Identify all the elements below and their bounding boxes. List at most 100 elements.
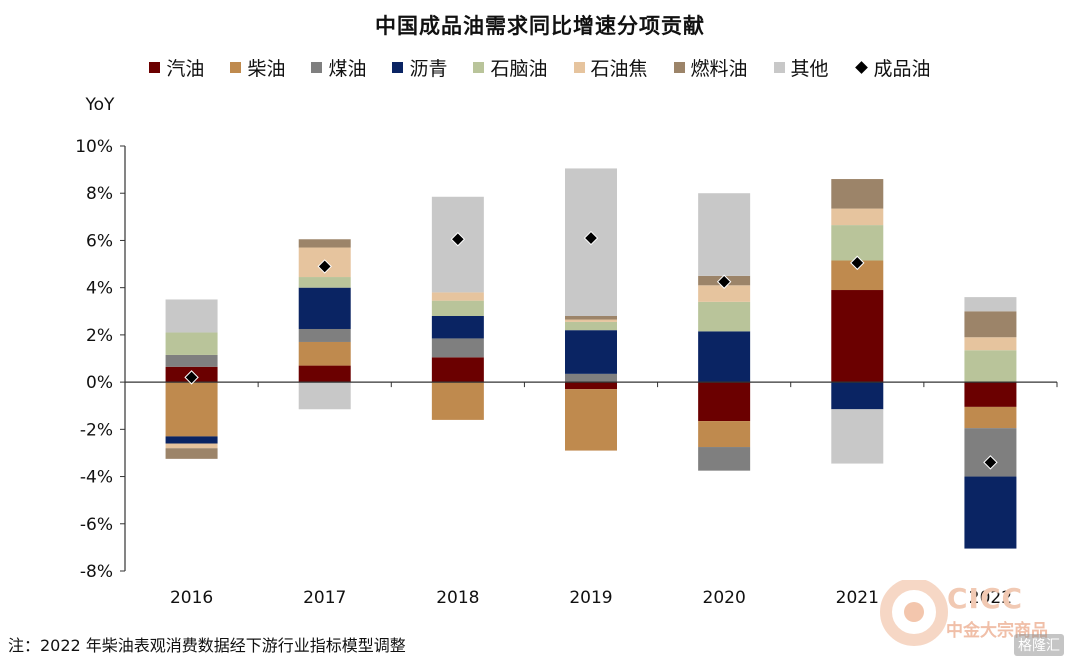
bar-柴油-2018	[431, 382, 484, 420]
legend-swatch	[473, 62, 485, 73]
bar-煤油-2018	[431, 338, 484, 358]
x-tick-label: 2020	[703, 588, 746, 608]
bar-沥青-2022	[964, 476, 1017, 549]
x-tick-label: 2022	[969, 588, 1012, 608]
legend-swatch	[673, 62, 685, 73]
legend-swatch	[392, 62, 404, 73]
y-tick-label: 6%	[86, 231, 113, 251]
legend-item-柴油: 柴油	[230, 54, 285, 81]
bar-沥青-2019	[565, 330, 617, 374]
legend-swatch	[230, 62, 242, 73]
bar-煤油-2017	[298, 328, 351, 342]
bar-其他-2017	[298, 382, 351, 410]
x-tick-label: 2017	[303, 588, 346, 608]
legend-swatch	[149, 62, 161, 73]
bar-石油焦-2022	[964, 337, 1017, 351]
bar-柴油-2022	[964, 406, 1017, 429]
legend-item-汽油: 汽油	[149, 54, 204, 81]
bar-石脑油-2021	[831, 225, 884, 261]
y-tick-label: -6%	[80, 515, 113, 535]
bar-石脑油-2022	[964, 350, 1017, 383]
y-tick-label: 8%	[86, 184, 113, 204]
legend-swatch	[311, 62, 323, 73]
bar-沥青-2016	[165, 436, 218, 444]
bar-汽油-2022	[964, 382, 1017, 407]
bar-石脑油-2018	[431, 300, 484, 316]
legend-item-其他: 其他	[773, 54, 829, 81]
y-axis-label: YoY	[85, 95, 116, 115]
bar-燃料油-2016	[165, 448, 218, 459]
bar-石油焦-2018	[431, 292, 484, 301]
bar-燃料油-2019	[565, 316, 617, 320]
y-tick-label: 10%	[75, 137, 113, 157]
legend-item-沥青: 沥青	[392, 54, 447, 81]
cicc-logo-icon	[880, 580, 948, 646]
total-point-2020	[716, 274, 732, 289]
bar-柴油-2019	[565, 389, 617, 451]
total-point-2022	[983, 455, 998, 470]
legend-label: 沥青	[409, 58, 448, 80]
y-tick-label: 2%	[86, 326, 113, 346]
bar-燃料油-2017	[298, 239, 351, 248]
legend: 汽油 柴油 煤油 沥青 石脑油 石油焦 燃料油 其他 成品油	[0, 54, 1080, 81]
legend-label: 石脑油	[490, 58, 548, 80]
bar-汽油-2019	[565, 382, 617, 390]
bar-石油焦-2019	[565, 319, 617, 322]
y-tick-label: 4%	[86, 279, 113, 299]
legend-label: 柴油	[247, 58, 286, 80]
legend-label: 燃料油	[690, 58, 748, 80]
total-point-2017	[317, 259, 332, 274]
bar-其他-2022	[964, 297, 1017, 312]
total-point-2016	[184, 370, 199, 385]
legend-item-石脑油: 石脑油	[473, 54, 548, 81]
legend-item-石油焦: 石油焦	[573, 54, 648, 81]
cicc-logo-text: CICC	[947, 582, 1024, 615]
bar-其他-2021	[831, 409, 884, 464]
legend-item-成品油: 成品油	[854, 54, 931, 81]
bar-汽油-2020	[698, 382, 751, 422]
bar-燃料油-2021	[831, 179, 884, 209]
chart-title: 中国成品油需求同比增速分项贡献	[375, 14, 705, 38]
x-tick-label: 2018	[436, 588, 479, 608]
bar-石脑油-2016	[165, 332, 218, 355]
legend-label: 石油焦	[590, 58, 648, 80]
gelonghui-watermark: 格隆汇	[1014, 634, 1064, 656]
bar-煤油-2016	[165, 354, 218, 367]
footnote: 注：2022 年柴油表观消费数据经下游行业指标模型调整	[8, 636, 406, 655]
legend-swatch	[773, 62, 785, 73]
x-tick-label: 2016	[170, 588, 213, 608]
bar-沥青-2020	[698, 331, 751, 383]
bar-汽油-2018	[431, 357, 484, 383]
bar-沥青-2021	[831, 382, 884, 410]
bar-煤油-2019	[565, 373, 617, 383]
bar-其他-2020	[698, 193, 751, 276]
total-point-2018	[450, 232, 466, 247]
y-tick-label: -2%	[80, 420, 113, 440]
legend-item-煤油: 煤油	[311, 54, 366, 81]
bar-沥青-2017	[298, 287, 351, 329]
legend-label: 煤油	[328, 58, 367, 80]
y-tick-label: -8%	[80, 562, 113, 582]
legend-label: 汽油	[166, 58, 205, 80]
total-point-2021	[850, 255, 865, 271]
x-tick-label: 2019	[569, 588, 612, 608]
bar-沥青-2018	[431, 316, 484, 339]
x-tick-label: 2021	[836, 588, 879, 608]
bar-汽油-2017	[298, 365, 351, 383]
legend-label: 成品油	[873, 58, 931, 80]
bar-石油焦-2016	[165, 443, 218, 449]
legend-item-燃料油: 燃料油	[673, 54, 748, 81]
bar-燃料油-2022	[964, 311, 1017, 338]
bar-汽油-2021	[831, 290, 884, 383]
bar-煤油-2020	[698, 447, 751, 471]
bar-其他-2016	[165, 299, 218, 333]
y-tick-label: -4%	[80, 468, 113, 488]
total-point-2019	[583, 230, 599, 246]
y-tick-label: 0%	[86, 373, 113, 393]
bar-石油焦-2021	[831, 208, 884, 226]
legend-swatch	[573, 62, 585, 73]
bar-石脑油-2017	[298, 277, 351, 288]
bar-柴油-2020	[698, 421, 751, 448]
bar-石脑油-2019	[565, 321, 617, 331]
